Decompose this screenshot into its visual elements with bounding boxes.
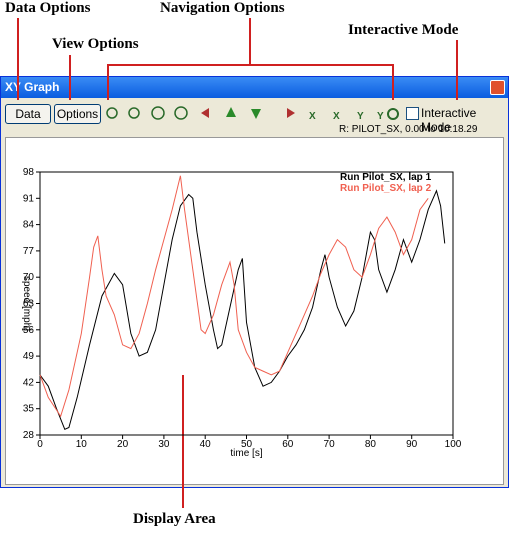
annotation: Interactive Mode [348,22,459,38]
nav-icon[interactable] [251,109,261,119]
title-bar: XY Graph [1,77,508,98]
annotation: View Options [52,36,139,52]
nav-icon[interactable] [287,108,295,118]
checkbox[interactable] [406,107,419,120]
nav-icon[interactable] [226,107,236,117]
status-text: R: PILOT_SX, 0.00 to 10:18.29 [339,124,478,135]
annotation: Display Area [133,511,216,527]
options-button[interactable]: Options [54,104,101,124]
annotation: Data Options [5,0,91,16]
reset-icon[interactable] [387,108,399,120]
zoom-out-icon[interactable] [174,106,188,120]
zoom-icon[interactable] [106,107,118,119]
window: XY Graph Data Options X X Y Y Interactive M… [0,76,509,488]
window-title: XY Graph [5,80,60,94]
zoom-icon[interactable] [128,107,140,119]
axis-icon[interactable]: Y [377,111,384,122]
axis-icon[interactable]: Y [357,111,364,122]
nav-icon[interactable] [201,108,209,118]
axis-icon[interactable]: X [309,111,316,122]
data-button[interactable]: Data [5,104,51,124]
checkbox-label[interactable]: Interactive Mode [421,106,477,134]
axis-icon[interactable]: X [333,111,340,122]
zoom-in-icon[interactable] [151,106,165,120]
display-area [5,137,504,485]
annotation: Navigation Options [160,0,285,16]
close-button[interactable] [490,80,505,95]
